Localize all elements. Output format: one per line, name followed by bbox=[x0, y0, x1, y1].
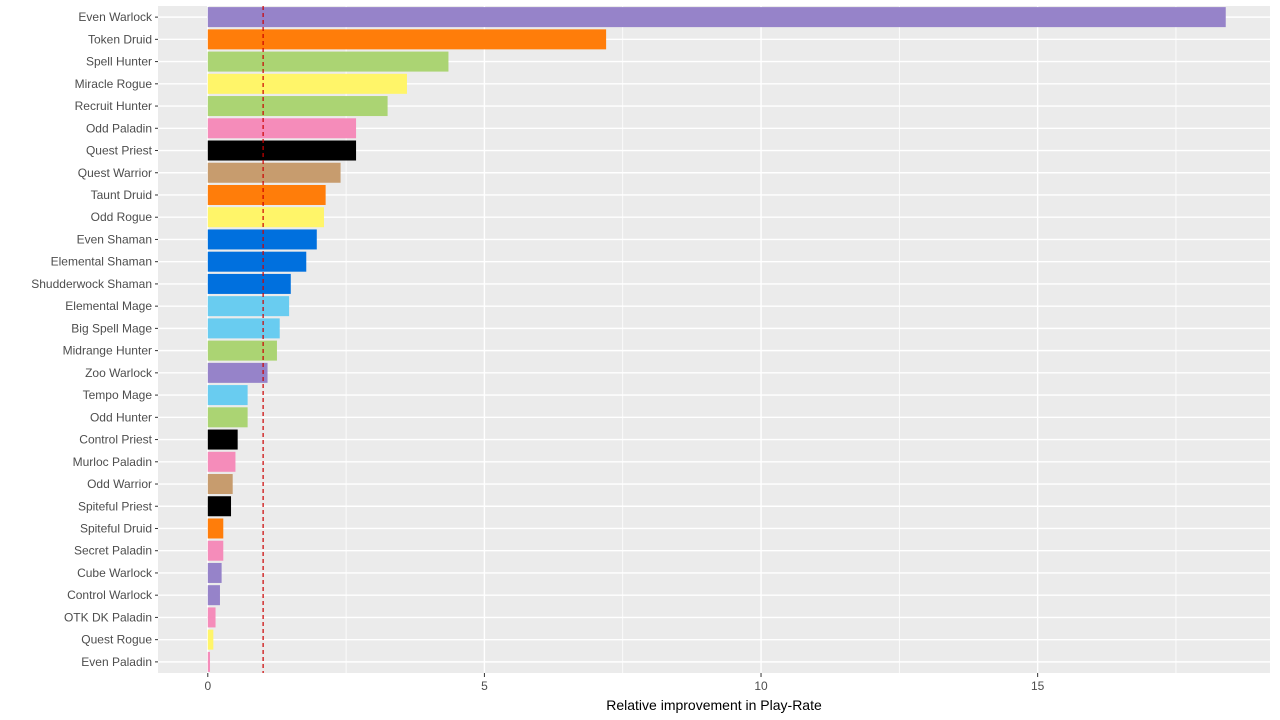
bar bbox=[207, 251, 307, 272]
y-tick-label: Elemental Mage bbox=[65, 299, 152, 313]
bar bbox=[207, 207, 324, 228]
y-tick-label: Quest Rogue bbox=[81, 633, 152, 647]
y-tick-label: Odd Warrior bbox=[87, 477, 152, 491]
bar bbox=[207, 73, 407, 94]
y-tick-label: Quest Warrior bbox=[78, 166, 152, 180]
bar bbox=[207, 51, 449, 72]
bar bbox=[207, 29, 607, 50]
y-tick-label: Control Warlock bbox=[67, 588, 153, 602]
bar bbox=[207, 385, 248, 406]
bar bbox=[207, 184, 326, 205]
bar bbox=[207, 229, 317, 250]
y-tick-label: Even Warlock bbox=[78, 10, 153, 24]
plot-panel bbox=[158, 6, 1270, 673]
bar bbox=[207, 607, 216, 628]
y-tick-label: Even Paladin bbox=[81, 655, 152, 669]
y-tick-label: Secret Paladin bbox=[74, 544, 152, 558]
bar bbox=[207, 96, 388, 117]
y-tick-label: Tempo Mage bbox=[83, 388, 153, 402]
x-tick-label: 5 bbox=[481, 679, 488, 693]
y-tick-label: Odd Rogue bbox=[91, 210, 153, 224]
x-axis-label: Relative improvement in Play-Rate bbox=[606, 697, 822, 713]
y-tick-label: Zoo Warlock bbox=[85, 366, 153, 380]
y-tick-label: Shudderwock Shaman bbox=[31, 277, 152, 291]
x-axis-ticks: 0 5 10 15 bbox=[204, 673, 1045, 693]
bar bbox=[207, 340, 277, 361]
bar bbox=[207, 118, 357, 139]
bar bbox=[207, 318, 280, 339]
bar bbox=[207, 162, 341, 183]
y-tick-label: Midrange Hunter bbox=[63, 344, 152, 358]
y-tick-label: Odd Paladin bbox=[86, 121, 152, 135]
bar bbox=[207, 429, 238, 450]
y-tick-label: Big Spell Mage bbox=[71, 321, 152, 335]
y-tick-label: Spiteful Priest bbox=[78, 499, 153, 513]
y-tick-label: Even Shaman bbox=[77, 232, 152, 246]
y-tick-label: Token Druid bbox=[88, 32, 152, 46]
bar bbox=[207, 474, 233, 495]
bar bbox=[207, 273, 291, 294]
y-tick-label: Murloc Paladin bbox=[73, 455, 152, 469]
y-tick-label: Cube Warlock bbox=[77, 566, 153, 580]
y-tick-label: OTK DK Paladin bbox=[64, 610, 152, 624]
bar bbox=[207, 562, 222, 583]
y-tick-label: Recruit Hunter bbox=[75, 99, 152, 113]
bar bbox=[207, 362, 268, 383]
y-tick-label: Spiteful Druid bbox=[80, 521, 152, 535]
bar bbox=[207, 451, 236, 472]
bars bbox=[207, 7, 1226, 672]
bar bbox=[207, 496, 232, 517]
bar bbox=[207, 518, 224, 539]
y-tick-label: Control Priest bbox=[79, 433, 152, 447]
x-tick-label: 10 bbox=[754, 679, 768, 693]
bar bbox=[207, 585, 220, 606]
x-tick-label: 0 bbox=[204, 679, 211, 693]
minor-gridlines bbox=[345, 6, 1177, 673]
y-tick-label: Miracle Rogue bbox=[75, 77, 153, 91]
x-tick-label: 15 bbox=[1031, 679, 1045, 693]
bar bbox=[207, 407, 248, 428]
y-tick-label: Taunt Druid bbox=[91, 188, 152, 202]
y-tick-label: Quest Priest bbox=[86, 144, 153, 158]
y-axis-ticks: Even Warlock Token Druid Spell Hunter Mirac… bbox=[31, 10, 158, 669]
bar bbox=[207, 651, 211, 672]
bar bbox=[207, 296, 290, 317]
bar bbox=[207, 629, 214, 650]
y-tick-label: Odd Hunter bbox=[90, 410, 152, 424]
bar bbox=[207, 140, 357, 161]
bar bbox=[207, 7, 1226, 28]
bar bbox=[207, 540, 224, 561]
y-tick-label: Elemental Shaman bbox=[51, 255, 152, 269]
y-tick-label: Spell Hunter bbox=[86, 55, 152, 69]
